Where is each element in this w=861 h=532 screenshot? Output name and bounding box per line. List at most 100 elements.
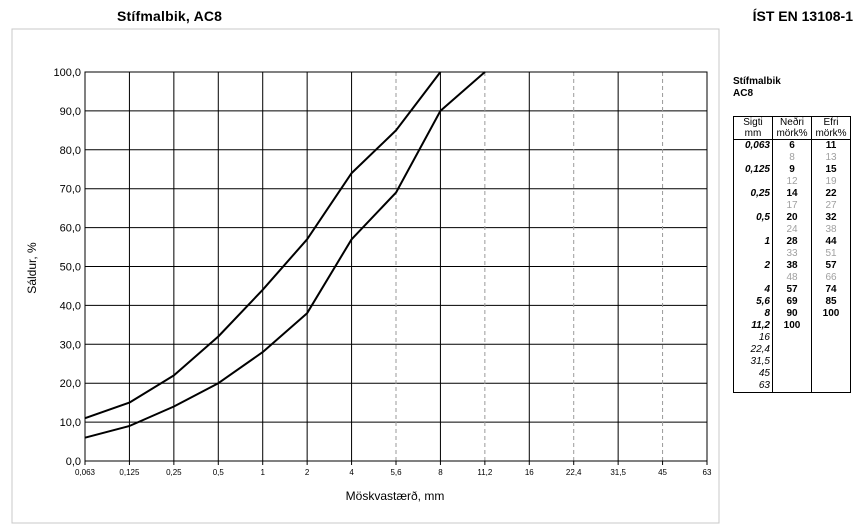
table-cell-sieve: 0,125	[733, 164, 773, 176]
col-header-upper: Efri mörk%	[811, 116, 851, 140]
table-cell-sieve: 4	[733, 284, 773, 296]
table-cell-sieve	[733, 200, 773, 212]
table-cell-upper	[811, 380, 851, 393]
y-tick-label: 10,0	[60, 417, 81, 429]
table-row: 33 51	[733, 248, 851, 260]
table-cell-sieve: 31,5	[733, 356, 773, 368]
x-tick-label: 2	[305, 468, 310, 477]
table-cell-sieve: 0,25	[733, 188, 773, 200]
table-row: 63	[733, 380, 851, 393]
table-cell-sieve: 45	[733, 368, 773, 380]
table-row: 4 57 74	[733, 284, 851, 296]
table-cell-lower: 6	[772, 139, 812, 152]
table-cell-lower: 90	[772, 308, 812, 320]
y-tick-label: 20,0	[60, 378, 81, 390]
table-cell-lower	[772, 356, 812, 368]
table-cell-lower	[772, 380, 812, 393]
table-row: 8 13	[733, 152, 851, 164]
x-tick-label: 45	[658, 468, 667, 477]
table-cell-upper: 11	[811, 139, 851, 152]
x-tick-label: 4	[349, 468, 354, 477]
table-caption: Stífmalbik AC8	[733, 76, 781, 100]
table-cell-upper: 85	[811, 296, 851, 308]
col-header-lower-l1: Neðri	[780, 117, 804, 128]
table-cell-upper: 22	[811, 188, 851, 200]
x-tick-label: 31,5	[610, 468, 626, 477]
table-caption-mix: Stífmalbik	[733, 76, 781, 87]
table-row: 12 19	[733, 176, 851, 188]
x-tick-label: 22,4	[566, 468, 582, 477]
table-cell-lower: 33	[772, 248, 812, 260]
table-cell-lower: 48	[772, 272, 812, 284]
table-cell-lower: 14	[772, 188, 812, 200]
table-cell-upper: 27	[811, 200, 851, 212]
y-tick-label: 70,0	[60, 184, 81, 196]
col-header-upper-l2: mörk%	[815, 128, 847, 139]
table-cell-lower: 8	[772, 152, 812, 164]
table-row: 48 66	[733, 272, 851, 284]
table-cell-lower: 38	[772, 260, 812, 272]
table-cell-lower: 100	[772, 320, 812, 332]
col-header-upper-l1: Efri	[823, 117, 839, 128]
table-cell-sieve	[733, 152, 773, 164]
table-row: 31,5	[733, 356, 851, 368]
table-row: 0,25 14 22	[733, 188, 851, 200]
table-row: 1 28 44	[733, 236, 851, 248]
table-cell-upper: 38	[811, 224, 851, 236]
table-body: 0,063 6 11 8 13 0,125 9 15 12 19 0,25 14 22 17 27 0,5 20…	[733, 139, 851, 393]
chart-title: Stífmalbik, AC8	[117, 8, 223, 24]
table-cell-sieve: 8	[733, 308, 773, 320]
table-cell-sieve: 2	[733, 260, 773, 272]
table-cell-lower: 9	[772, 164, 812, 176]
x-tick-label: 0,25	[166, 468, 182, 477]
table-cell-sieve	[733, 224, 773, 236]
table-row: 8 90 100	[733, 308, 851, 320]
y-tick-label: 50,0	[60, 262, 81, 274]
table-cell-sieve	[733, 272, 773, 284]
x-tick-label: 1	[260, 468, 265, 477]
table-cell-sieve: 0,063	[733, 139, 773, 152]
grading-limits-table: Sigti mm Neðri mörk% Efri mörk% 0,063 6 11 8 13…	[733, 116, 851, 393]
table-caption-type: AC8	[733, 88, 754, 99]
table-row: 0,063 6 11	[733, 139, 851, 152]
x-tick-label: 5,6	[390, 468, 402, 477]
table-cell-upper	[811, 356, 851, 368]
y-tick-label: 90,0	[60, 106, 81, 118]
table-cell-sieve: 22,4	[733, 344, 773, 356]
table-cell-sieve	[733, 176, 773, 188]
table-cell-upper: 19	[811, 176, 851, 188]
grid-layer	[84, 71, 708, 462]
table-cell-sieve: 16	[733, 332, 773, 344]
table-row: 2 38 57	[733, 260, 851, 272]
x-tick-label: 0,063	[75, 468, 96, 477]
table-row: 45	[733, 368, 851, 380]
table-cell-upper: 32	[811, 212, 851, 224]
y-tick-label: 0,0	[66, 456, 81, 468]
table-cell-sieve: 0,5	[733, 212, 773, 224]
y-tick-label: 60,0	[60, 223, 81, 235]
col-header-sieve-l2: mm	[744, 128, 762, 139]
table-row: 16	[733, 332, 851, 344]
table-row: 11,2 100	[733, 320, 851, 332]
lower-limit-line	[84, 71, 486, 439]
y-tick-label: 40,0	[60, 300, 81, 312]
series-layer	[84, 71, 486, 439]
table-cell-upper	[811, 368, 851, 380]
table-cell-upper: 57	[811, 260, 851, 272]
table-cell-lower: 17	[772, 200, 812, 212]
table-cell-upper	[811, 344, 851, 356]
table-cell-lower	[772, 368, 812, 380]
table-cell-lower: 12	[772, 176, 812, 188]
table-row: 5,6 69 85	[733, 296, 851, 308]
table-cell-sieve: 63	[733, 380, 773, 393]
table-cell-upper: 15	[811, 164, 851, 176]
chart-frame	[11, 28, 720, 524]
upper-limit-line	[84, 71, 442, 420]
y-axis-title: Sáldur, %	[25, 242, 39, 294]
table-header-row: Sigti mm Neðri mörk% Efri mörk%	[733, 116, 851, 140]
table-row: 24 38	[733, 224, 851, 236]
y-tick-label: 80,0	[60, 145, 81, 157]
table-cell-upper: 51	[811, 248, 851, 260]
table-cell-lower: 20	[772, 212, 812, 224]
